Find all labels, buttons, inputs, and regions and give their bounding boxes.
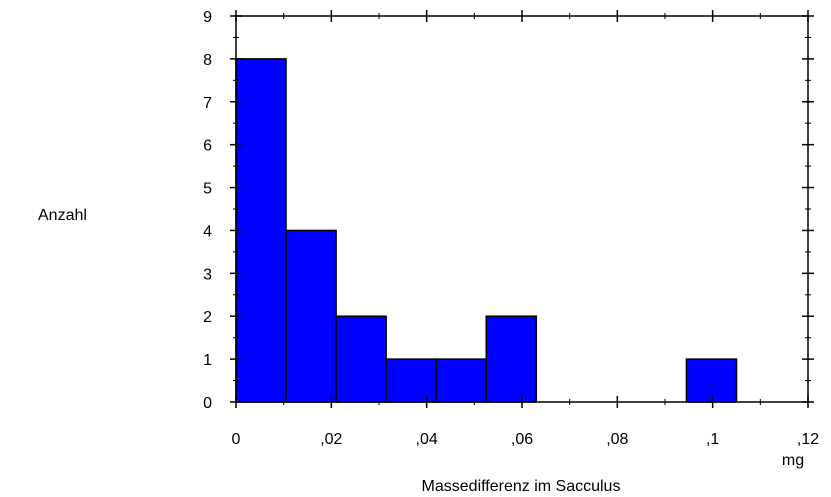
y-tick-label: 1: [203, 352, 212, 369]
ticks-group: [230, 10, 814, 408]
y-tick-label: 4: [203, 223, 212, 240]
histogram-bar-6: [485, 315, 538, 403]
x-tick-label: ,08: [606, 431, 628, 448]
histogram-bar-5: [435, 358, 488, 403]
x-axis-unit: mg: [782, 452, 804, 469]
histogram-bar-4: [385, 358, 437, 403]
y-tick-label: 5: [203, 181, 212, 198]
x-tick-label: ,12: [797, 431, 819, 448]
x-axis-label: Massedifferenz im Sacculus: [422, 478, 621, 495]
x-tick-label: ,04: [416, 431, 438, 448]
bars-group: [235, 58, 738, 403]
histogram-bar-3: [335, 315, 387, 403]
tick-labels-group: 0 1 2 3 4 5 6 7 8 9 0 ,02 ,04 ,06 ,08 ,1 ,12: [203, 9, 819, 448]
y-tick-label: 0: [203, 395, 212, 412]
x-tick-label: ,06: [511, 431, 533, 448]
histogram-bar-7: [685, 358, 738, 403]
y-tick-label: 6: [203, 138, 212, 155]
y-tick-label: 9: [203, 9, 212, 26]
y-tick-label: 8: [203, 52, 212, 69]
x-tick-label: ,1: [706, 431, 719, 448]
x-tick-label: ,02: [320, 431, 342, 448]
histogram-bar-1: [235, 58, 287, 403]
x-tick-label: 0: [232, 431, 241, 448]
y-tick-label: 2: [203, 309, 212, 326]
histogram-bar-2: [285, 229, 337, 403]
y-tick-label: 7: [203, 95, 212, 112]
y-axis-label: Anzahl: [38, 207, 87, 224]
y-tick-label: 3: [203, 266, 212, 283]
